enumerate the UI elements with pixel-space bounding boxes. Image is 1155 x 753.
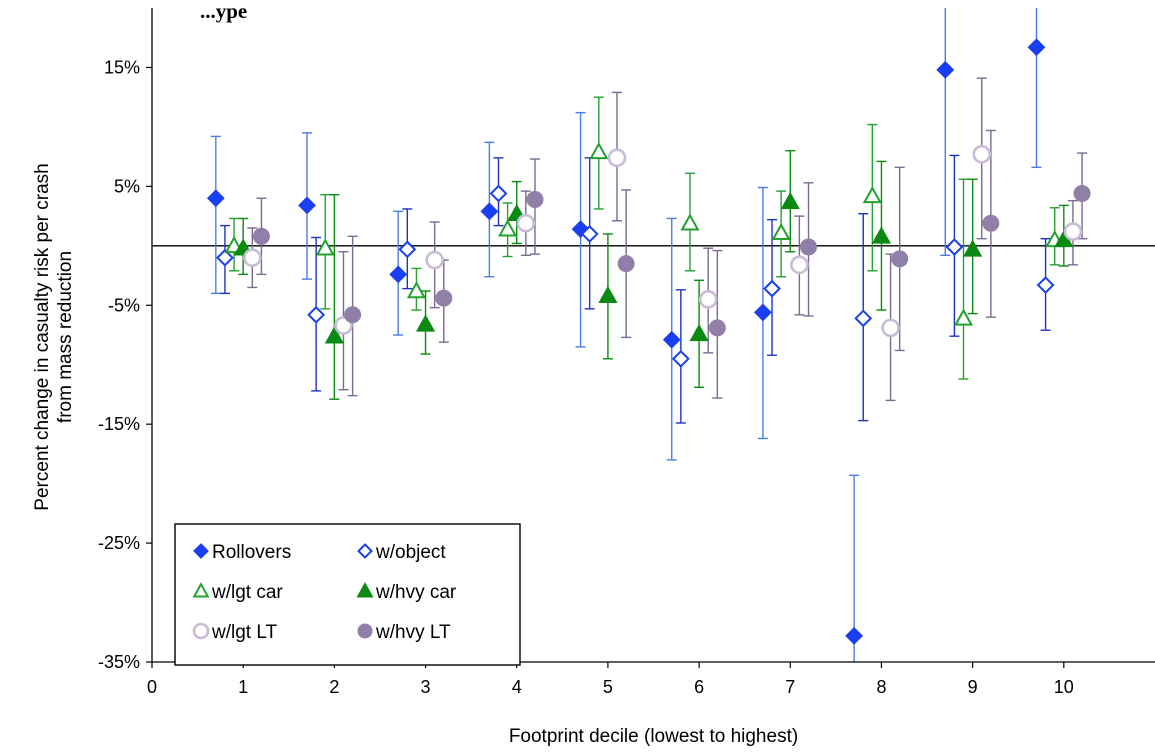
legend-marker-w-hvy-lt (357, 623, 373, 639)
point-w-hvy-lt (708, 319, 726, 337)
point-w-object (307, 305, 326, 324)
point-rollovers (845, 626, 864, 645)
point-rollovers (662, 330, 681, 349)
point-rollovers (754, 303, 772, 322)
point-w-lgt-lt (881, 318, 900, 338)
point-w-lgt-lt (698, 290, 718, 309)
point-rollovers (206, 189, 225, 208)
legend-label-rollovers: Rollovers (212, 542, 291, 563)
point-w-object (763, 279, 781, 298)
point-w-object (854, 309, 873, 328)
point-w-lgt-lt (1063, 222, 1083, 241)
point-w-lgt-car (315, 238, 335, 256)
legend: Rollovers w/object w/lgt car w/hvy car w/lgt… (174, 523, 521, 666)
point-w-object (945, 238, 964, 256)
point-w-hvy-lt (982, 214, 1000, 232)
point-w-hvy-lt (435, 289, 453, 307)
point-w-hvy-car (324, 326, 344, 344)
point-w-hvy-car (689, 323, 709, 342)
x-tick-label: 5 (603, 677, 613, 697)
legend-marker-w-object (357, 543, 373, 559)
point-w-lgt-lt (516, 213, 536, 233)
legend-marker-rollovers (193, 543, 209, 559)
legend-marker-w-hvy-car (356, 582, 374, 598)
y-tick-label: -5% (108, 295, 140, 315)
point-w-lgt-car (589, 141, 609, 160)
point-rollovers (1027, 38, 1046, 57)
y-tick-label: 5% (114, 176, 140, 196)
point-w-object (580, 225, 599, 243)
chart-title: ...ype (200, 0, 247, 23)
point-w-hvy-lt (1073, 184, 1091, 202)
legend-label-w-object: w/object (375, 542, 446, 563)
point-w-hvy-lt (891, 250, 909, 268)
legend-marker-w-lgt-car (192, 582, 210, 598)
point-w-lgt-lt (607, 148, 627, 168)
point-w-object (216, 248, 234, 267)
x-tick-label: 2 (329, 677, 339, 697)
y-tick-label: -35% (98, 652, 140, 672)
point-w-lgt-lt (972, 144, 992, 164)
point-w-hvy-car (598, 285, 618, 304)
x-tick-label: 6 (694, 677, 704, 697)
x-tick-label: 0 (147, 677, 157, 697)
point-w-lgt-lt (790, 255, 809, 275)
point-w-hvy-lt (617, 255, 635, 273)
x-tick-label: 1 (238, 677, 248, 697)
x-tick-label: 4 (512, 677, 522, 697)
point-w-lgt-lt (425, 250, 444, 270)
legend-marker-w-lgt-lt (192, 622, 210, 640)
point-w-hvy-lt (526, 190, 544, 208)
legend-box (174, 523, 521, 666)
point-rollovers (389, 265, 408, 284)
point-rollovers (298, 196, 316, 215)
point-w-hvy-lt (252, 227, 270, 245)
legend-label-w-lgt-car: w/lgt car (211, 582, 283, 603)
point-w-object (489, 184, 508, 203)
x-axis-title: Footprint decile (lowest to highest) (509, 726, 798, 747)
point-w-object (1036, 276, 1055, 294)
point-rollovers (480, 202, 499, 221)
point-w-lgt-car (498, 219, 518, 237)
point-w-lgt-car (406, 281, 427, 299)
y-tick-label: -25% (98, 533, 140, 553)
x-tick-label: 8 (876, 677, 886, 697)
point-w-hvy-car (780, 191, 800, 210)
y-tick-label: 15% (104, 57, 140, 77)
point-w-hvy-lt (344, 306, 362, 324)
y-axis-title: Percent change in casualty risk per cras… (32, 163, 76, 510)
legend-label-w-lgt-lt: w/lgt LT (211, 622, 278, 643)
legend-label-w-hvy-lt: w/hvy LT (375, 622, 451, 643)
x-tick-label: 9 (968, 677, 978, 697)
point-w-hvy-car (415, 314, 436, 332)
data-markers (206, 38, 1091, 645)
x-tick-label: 3 (421, 677, 431, 697)
point-rollovers (936, 60, 955, 79)
point-w-lgt-car (771, 222, 791, 241)
point-w-hvy-car (963, 239, 983, 257)
point-w-hvy-lt (800, 238, 818, 256)
y-tick-label: -15% (98, 414, 140, 434)
point-w-lgt-lt (243, 248, 262, 268)
x-tick-label: 10 (1054, 677, 1074, 697)
legend-label-w-hvy-car: w/hvy car (375, 582, 457, 603)
point-w-lgt-car (862, 185, 882, 204)
point-w-lgt-car (680, 213, 700, 231)
x-tick-label: 7 (785, 677, 795, 697)
point-w-object (398, 240, 417, 259)
point-w-object (671, 349, 690, 368)
point-w-lgt-car (953, 308, 974, 326)
point-w-hvy-car (871, 226, 892, 244)
